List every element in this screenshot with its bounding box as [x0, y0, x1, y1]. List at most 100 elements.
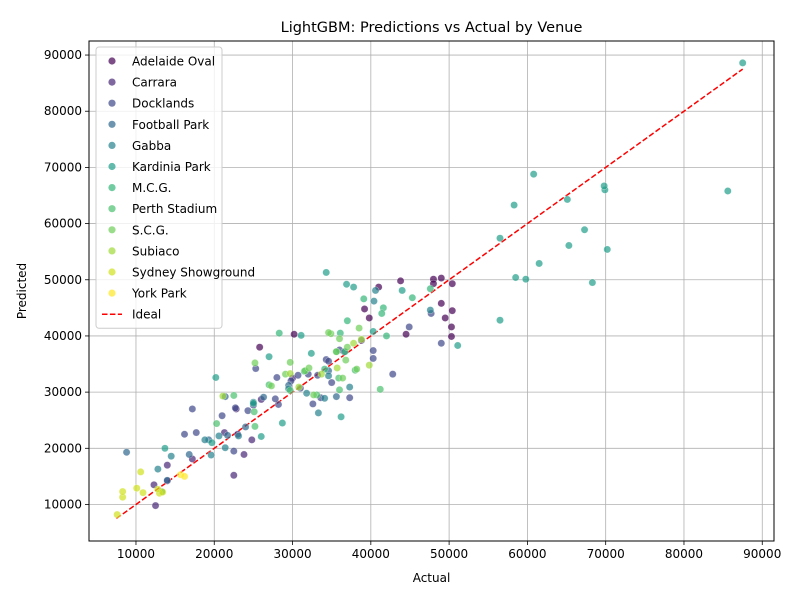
data-point: [324, 357, 333, 366]
data-point: [408, 293, 417, 302]
data-point: [122, 448, 131, 457]
data-point: [297, 331, 305, 340]
data-point: [241, 423, 250, 431]
data-point: [600, 182, 608, 190]
data-point: [290, 330, 298, 339]
ideal-line-layer: [115, 68, 744, 520]
data-point: [188, 405, 197, 413]
data-point: [447, 323, 456, 331]
data-point: [113, 510, 121, 519]
legend-label: York Park: [131, 287, 187, 301]
data-point: [259, 393, 268, 401]
data-point: [426, 306, 435, 314]
data-point: [244, 406, 252, 415]
data-point: [437, 274, 446, 282]
plot-frame: [88, 40, 775, 542]
data-point: [305, 364, 313, 372]
y-tick-label: 70000: [44, 160, 82, 174]
points: [113, 59, 747, 519]
x-tick-label: 10000: [117, 547, 155, 561]
data-point: [453, 341, 462, 350]
data-point: [307, 349, 316, 358]
data-point: [565, 241, 573, 250]
legend-marker: [108, 184, 116, 192]
y-tick-label: 80000: [44, 104, 82, 118]
x-tick-label: 70000: [587, 547, 625, 561]
data-point: [327, 378, 336, 387]
legend-label: Perth Stadium: [132, 202, 217, 216]
data-point: [231, 404, 240, 412]
data-point: [388, 370, 397, 378]
data-point: [382, 332, 391, 340]
data-point: [345, 393, 354, 402]
data-point: [230, 471, 238, 480]
data-point: [343, 343, 352, 351]
data-point: [230, 391, 238, 400]
data-point: [369, 346, 377, 355]
data-point: [273, 373, 281, 382]
data-point: [317, 370, 326, 378]
data-point: [360, 305, 369, 313]
data-point: [724, 187, 732, 195]
x-tick-label: 20000: [195, 547, 233, 561]
x-tick-label: 60000: [508, 547, 546, 561]
data-point: [376, 385, 385, 394]
chart-title: LightGBM: Predictions vs Actual by Venue: [281, 20, 583, 36]
data-point: [154, 465, 162, 473]
data-point: [278, 419, 287, 427]
data-point: [212, 419, 221, 428]
data-point: [352, 365, 361, 373]
data-point: [180, 430, 189, 439]
data-point: [320, 394, 329, 403]
data-point: [426, 284, 435, 293]
data-point: [251, 359, 259, 367]
y-tick-label: 20000: [44, 441, 82, 455]
data-point: [371, 286, 380, 295]
data-point: [286, 369, 294, 378]
data-point: [257, 432, 266, 441]
data-point: [335, 386, 344, 394]
data-point: [207, 451, 215, 459]
data-point: [437, 299, 446, 308]
data-point: [510, 201, 518, 209]
data-point: [522, 275, 530, 284]
legend-marker: [108, 78, 116, 86]
data-point: [167, 452, 175, 460]
data-point: [365, 361, 374, 369]
y-tick-label: 30000: [44, 385, 82, 399]
y-tick-label: 60000: [44, 217, 82, 231]
data-point: [441, 314, 450, 322]
data-point: [234, 432, 243, 440]
data-point: [151, 501, 160, 510]
data-point: [215, 432, 223, 440]
legend-label: Kardinia Park: [132, 160, 211, 174]
data-point: [448, 306, 457, 315]
data-point: [357, 335, 366, 344]
data-point: [132, 484, 141, 492]
data-point: [240, 450, 248, 459]
data-point: [118, 487, 127, 496]
legend-label: Carrara: [132, 76, 177, 90]
data-point: [324, 328, 333, 337]
data-point: [370, 297, 378, 305]
legend-label: Ideal: [132, 308, 161, 322]
data-point: [251, 422, 259, 431]
data-point: [496, 234, 504, 242]
legend-marker: [108, 247, 116, 255]
data-point: [337, 413, 345, 421]
data-point: [286, 358, 294, 367]
data-point: [139, 488, 147, 497]
data-point: [369, 354, 377, 363]
data-point: [180, 472, 189, 481]
data-point: [333, 364, 341, 372]
data-point: [265, 352, 273, 361]
data-point: [314, 409, 323, 417]
data-point: [603, 245, 612, 254]
data-point: [267, 382, 276, 390]
y-tick-label: 40000: [44, 329, 82, 343]
data-point: [218, 411, 226, 420]
x-tick-label: 40000: [352, 547, 390, 561]
data-point: [302, 389, 311, 398]
legend-label: Adelaide Oval: [132, 55, 215, 69]
legend-marker: [108, 141, 116, 149]
